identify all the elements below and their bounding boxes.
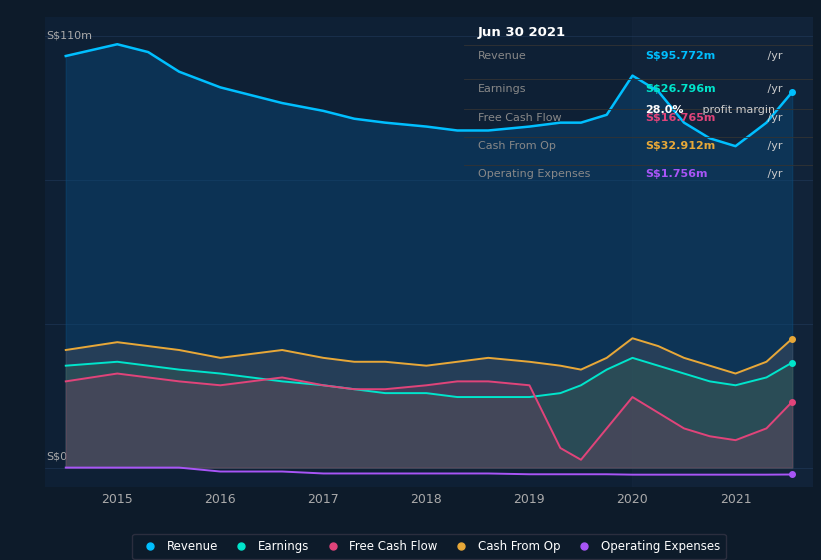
Text: S$0: S$0 [46,451,67,461]
Text: /yr: /yr [764,170,782,179]
Text: S$32.912m: S$32.912m [645,141,716,151]
Bar [632,17,813,487]
Text: Revenue: Revenue [478,51,526,61]
Text: Earnings: Earnings [478,85,526,95]
Text: /yr: /yr [764,141,782,151]
Text: S$110m: S$110m [46,31,92,41]
Text: profit margin: profit margin [699,105,776,115]
Text: Free Cash Flow: Free Cash Flow [478,113,562,123]
Text: Jun 30 2021: Jun 30 2021 [478,26,566,39]
Text: S$1.756m: S$1.756m [645,170,708,179]
Text: Operating Expenses: Operating Expenses [478,170,590,179]
Text: /yr: /yr [764,113,782,123]
Text: S$95.772m: S$95.772m [645,51,716,61]
Text: /yr: /yr [764,51,782,61]
Text: S$26.796m: S$26.796m [645,85,716,95]
Text: S$16.765m: S$16.765m [645,113,716,123]
Text: Cash From Op: Cash From Op [478,141,556,151]
Text: 28.0%: 28.0% [645,105,684,115]
Legend: Revenue, Earnings, Free Cash Flow, Cash From Op, Operating Expenses: Revenue, Earnings, Free Cash Flow, Cash … [132,534,726,559]
Text: /yr: /yr [764,85,782,95]
